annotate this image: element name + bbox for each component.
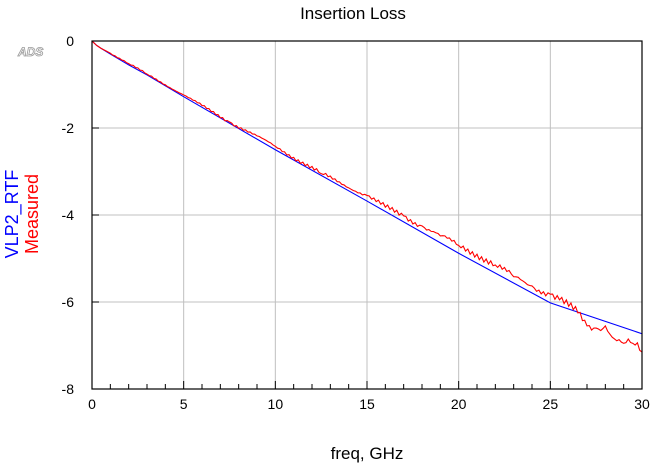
grid-lines bbox=[92, 41, 642, 389]
x-tick-label: 0 bbox=[88, 396, 96, 412]
y-axis-label-measured: Measured bbox=[22, 174, 42, 254]
y-tick-label: -8 bbox=[62, 381, 75, 397]
y-tick-label: -2 bbox=[62, 120, 75, 136]
series-line-measured bbox=[91, 40, 643, 353]
x-tick-label: 20 bbox=[451, 396, 467, 412]
axes bbox=[91, 40, 643, 390]
y-axis-label-vlp2-rtf: VLP2_RTF bbox=[2, 170, 23, 259]
tick-labels: 0 5 10 15 20 25 30 0 -2 -4 -6 -8 bbox=[62, 33, 650, 412]
y-tick-label: -6 bbox=[62, 294, 75, 310]
x-tick-label: 10 bbox=[268, 396, 284, 412]
series-layer bbox=[91, 40, 643, 353]
x-tick-label: 30 bbox=[634, 396, 650, 412]
y-tick-label: -4 bbox=[62, 207, 75, 223]
ads-watermark: ADS bbox=[17, 45, 43, 59]
x-tick-label: 15 bbox=[359, 396, 375, 412]
x-tick-label: 5 bbox=[180, 396, 188, 412]
x-tick-label: 25 bbox=[543, 396, 559, 412]
x-axis-label: freq, GHz bbox=[331, 444, 404, 463]
y-tick-label: 0 bbox=[66, 33, 74, 49]
chart-title: Insertion Loss bbox=[300, 4, 406, 23]
